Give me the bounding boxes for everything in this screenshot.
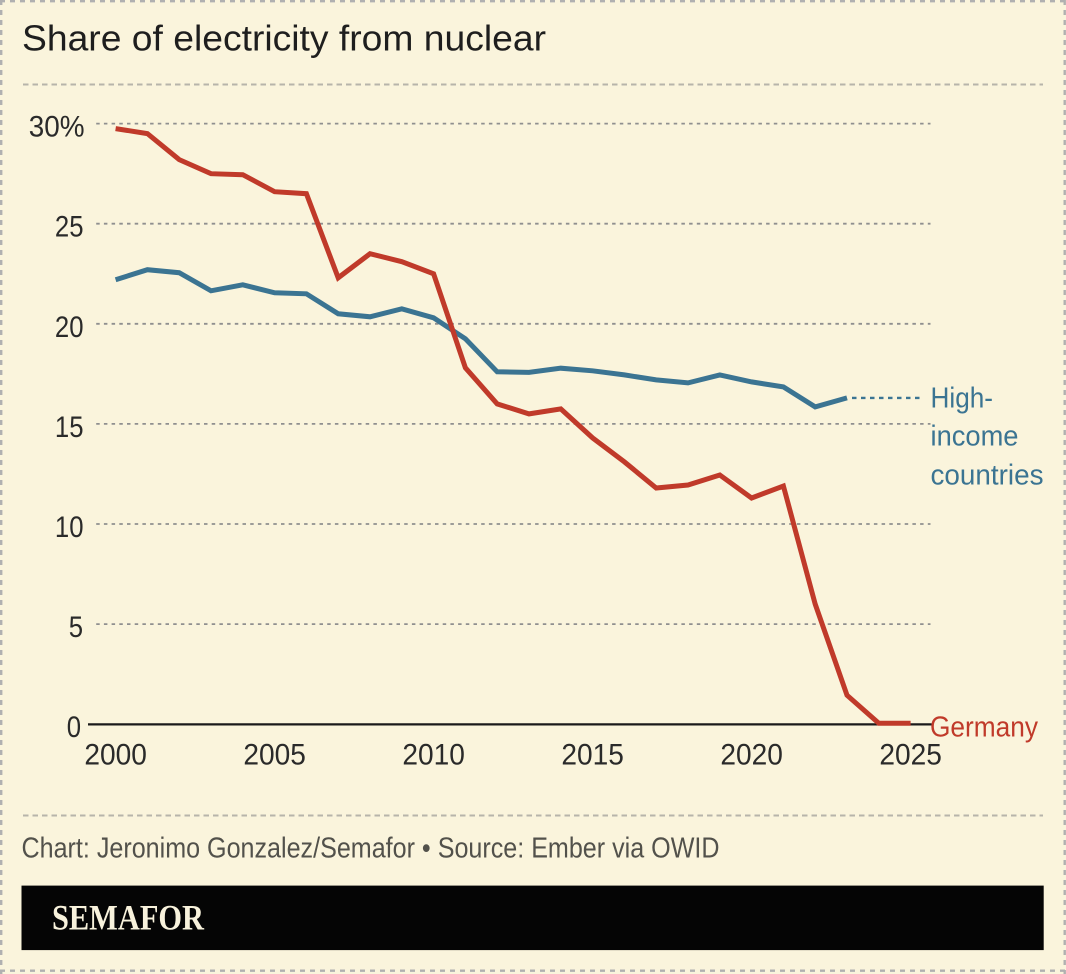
svg-text:countries: countries [931, 459, 1044, 491]
svg-text:SEMAFOR: SEMAFOR [52, 897, 204, 937]
svg-text:2025: 2025 [879, 739, 942, 772]
svg-text:High-: High- [931, 383, 994, 415]
svg-text:0: 0 [67, 711, 81, 744]
svg-text:2015: 2015 [561, 739, 624, 772]
svg-text:5: 5 [69, 611, 83, 644]
svg-text:2010: 2010 [402, 739, 465, 772]
svg-text:15: 15 [55, 411, 84, 444]
svg-text:20: 20 [55, 311, 84, 344]
svg-text:30%: 30% [29, 111, 85, 144]
svg-text:2020: 2020 [720, 739, 783, 772]
svg-text:Share of electricity from nucl: Share of electricity from nuclear [22, 18, 546, 59]
svg-text:Germany: Germany [930, 712, 1038, 744]
svg-text:Chart: Jeronimo Gonzalez/Semaf: Chart: Jeronimo Gonzalez/Semafor • Sourc… [22, 833, 720, 865]
svg-text:income: income [931, 420, 1019, 452]
svg-text:2000: 2000 [84, 739, 147, 772]
svg-text:25: 25 [55, 211, 84, 244]
svg-text:10: 10 [55, 511, 84, 544]
svg-text:2005: 2005 [243, 739, 306, 772]
